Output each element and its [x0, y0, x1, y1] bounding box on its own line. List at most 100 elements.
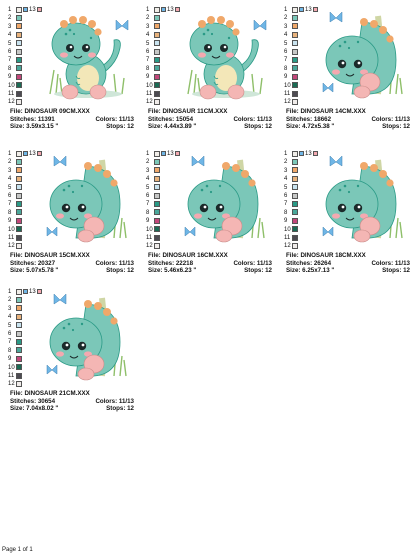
swatch-number: 1 — [284, 151, 288, 157]
color-swatch: 3 — [144, 23, 168, 31]
color-swatch: 3 — [6, 23, 30, 31]
butterfly-icon — [184, 226, 196, 237]
swatch-number: 13 — [29, 289, 36, 295]
swatch-number: 11 — [8, 372, 15, 379]
swatch-number: 12 — [146, 243, 153, 250]
file-name: File: DINOSAUR 14CM.XXX — [286, 108, 366, 115]
color-swatch-list: 1 13 2 3 4 5 6 7 8 9 10 11 12 — [144, 150, 180, 251]
color-swatch: 11 — [282, 90, 306, 98]
swatch-number: 1 — [8, 7, 12, 13]
swatch-number: 13 — [167, 151, 174, 157]
swatch-color — [292, 175, 298, 182]
grass-icon — [49, 69, 125, 95]
color-swatch: 7 — [6, 56, 30, 64]
swatch-number: 9 — [146, 74, 150, 81]
swatch-color — [154, 31, 160, 38]
swatch-color — [175, 6, 180, 12]
swatch-color — [292, 200, 298, 207]
design-info: File: DINOSAUR 15CM.XXX Stitches: 20327 … — [10, 252, 140, 275]
color-swatch: 6 — [282, 192, 306, 200]
stop-count: Stops: 12 — [244, 267, 272, 275]
swatch-number: 7 — [8, 339, 12, 346]
swatch-color — [154, 192, 160, 199]
swatch-color — [175, 150, 180, 156]
swatch-number: 12 — [8, 243, 15, 250]
color-swatch: 11 — [282, 234, 306, 242]
color-swatch: 8 — [282, 65, 306, 73]
color-count: Colors: 11/13 — [95, 259, 134, 267]
color-swatch: 6 — [144, 192, 168, 200]
design-info: File: DINOSAUR 18CM.XXX Stitches: 26264 … — [286, 252, 416, 275]
butterfly-icon — [46, 364, 58, 375]
swatch-color — [292, 226, 298, 233]
swatch-number: 9 — [284, 74, 288, 81]
color-swatch: 4 — [6, 31, 30, 39]
swatch-color — [154, 234, 160, 241]
color-swatch: 12 — [6, 242, 30, 250]
swatch-color — [16, 56, 22, 63]
design-info: File: DINOSAUR 21CM.XXX Stitches: 30654 … — [10, 390, 140, 413]
swatch-number: 3 — [8, 23, 12, 30]
swatch-color — [154, 40, 160, 47]
color-swatch: 5 — [144, 40, 168, 48]
swatch-number: 5 — [8, 184, 12, 191]
swatch-color — [292, 56, 298, 63]
stitch-count: Stitches: 20327 — [10, 259, 56, 267]
color-swatch: 2 — [144, 158, 168, 166]
design-card: 1 13 2 3 4 5 6 7 8 9 10 11 12 — [6, 6, 139, 146]
color-swatch: 10 — [6, 364, 30, 372]
swatch-color — [16, 338, 22, 345]
swatch-number: 4 — [8, 176, 12, 183]
swatch-color — [16, 305, 22, 312]
swatch-color — [16, 209, 22, 216]
design-info: File: DINOSAUR 09CM.XXX Stitches: 11391 … — [10, 108, 140, 131]
swatch-number: 6 — [284, 48, 288, 55]
color-swatch: 5 — [6, 40, 30, 48]
swatch-number: 10 — [284, 226, 291, 233]
color-swatch: 4 — [6, 175, 30, 183]
color-swatch: 11 — [6, 234, 30, 242]
color-swatch: 9 — [6, 73, 30, 81]
design-card: 1 13 2 3 4 5 6 7 8 9 10 11 12 — [282, 6, 415, 146]
swatch-color — [154, 175, 160, 182]
color-swatch: 8 — [144, 65, 168, 73]
color-count: Colors: 11/13 — [95, 115, 134, 123]
color-swatch: 4 — [6, 313, 30, 321]
color-swatch: 3 — [6, 167, 30, 175]
swatch-number: 13 — [167, 7, 174, 13]
swatch-color — [23, 6, 28, 12]
color-swatch: 8 — [6, 209, 30, 217]
design-size: Size: 7.04x8.02 " — [10, 405, 59, 413]
color-count: Colors: 11/13 — [233, 115, 272, 123]
swatch-number: 5 — [284, 184, 288, 191]
swatch-color — [313, 6, 318, 12]
swatch-number: 6 — [146, 48, 150, 55]
color-count: Colors: 11/13 — [233, 259, 272, 267]
swatch-color — [299, 150, 304, 156]
color-swatch: 2 — [144, 14, 168, 22]
swatch-color — [292, 40, 298, 47]
swatch-number: 13 — [29, 151, 36, 157]
swatch-number: 4 — [146, 176, 150, 183]
swatch-number: 4 — [284, 32, 288, 39]
color-swatch: 10 — [144, 226, 168, 234]
swatch-number: 12 — [8, 381, 15, 388]
color-swatch: 1 13 — [282, 150, 318, 158]
swatch-color — [16, 380, 22, 387]
color-swatch: 12 — [282, 242, 306, 250]
swatch-color — [154, 23, 160, 30]
dinosaur-design-preview — [36, 152, 136, 248]
design-info: File: DINOSAUR 11CM.XXX Stitches: 15054 … — [148, 108, 278, 131]
swatch-number: 10 — [146, 226, 153, 233]
swatch-number: 8 — [8, 65, 12, 72]
stop-count: Stops: 12 — [106, 405, 134, 413]
design-card: 1 13 2 3 4 5 6 7 8 9 10 11 12 — [144, 6, 277, 146]
swatch-color — [292, 65, 298, 72]
swatch-number: 6 — [8, 192, 12, 199]
swatch-number: 13 — [29, 7, 36, 13]
color-swatch: 9 — [282, 217, 306, 225]
swatch-number: 3 — [284, 23, 288, 30]
butterfly-icon — [53, 293, 67, 305]
swatch-color — [37, 150, 42, 156]
color-swatch-list: 1 13 2 3 4 5 6 7 8 9 10 11 12 — [282, 6, 318, 107]
